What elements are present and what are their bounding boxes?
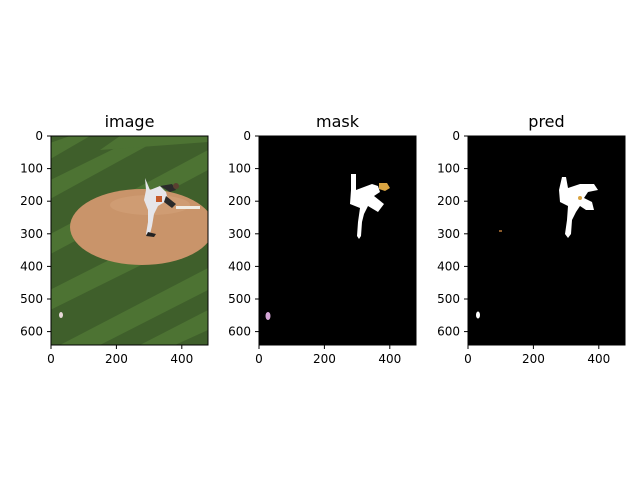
y-tick-label: 500	[437, 292, 460, 306]
pred-person	[559, 177, 598, 238]
y-tick-label: 500	[228, 292, 251, 306]
panel-title: image	[105, 112, 155, 131]
x-tick-label: 200	[522, 352, 545, 366]
x-axis: 0 200 400	[47, 345, 193, 366]
y-tick-label: 200	[20, 194, 43, 208]
x-axis: 0 200 400	[255, 345, 401, 366]
y-tick-label: 300	[228, 227, 251, 241]
y-axis: 0 100 200 300 400 500 600	[228, 129, 259, 339]
y-tick-label: 400	[20, 259, 43, 273]
y-tick-label: 100	[20, 162, 43, 176]
y-tick-label: 300	[437, 227, 460, 241]
y-tick-label: 600	[437, 325, 460, 339]
panel-mask: mask 0 100 200 300 400 500 600	[228, 112, 417, 366]
panel-image: image	[20, 112, 209, 366]
x-tick-label: 0	[464, 352, 472, 366]
x-tick-label: 0	[255, 352, 263, 366]
y-axis: 0 100 200 300 400 500 600	[437, 129, 468, 339]
y-tick-label: 400	[437, 259, 460, 273]
mask-glove	[379, 183, 390, 191]
y-tick-label: 100	[228, 162, 251, 176]
pred-glove-fragment	[578, 196, 582, 200]
panel-pred: pred 0 100 200 300 400 500 600	[437, 112, 626, 366]
x-tick-label: 400	[587, 352, 610, 366]
pred-noise-blob	[499, 230, 502, 232]
pred-background	[468, 136, 625, 345]
photo	[51, 136, 208, 345]
x-tick-label: 0	[47, 352, 55, 366]
y-tick-label: 200	[228, 194, 251, 208]
mask-background	[259, 136, 416, 345]
x-tick-label: 400	[378, 352, 401, 366]
baseball	[59, 312, 63, 318]
panel-title: mask	[316, 112, 360, 131]
mask-person	[350, 174, 384, 239]
y-tick-label: 0	[35, 129, 43, 143]
y-tick-label: 0	[243, 129, 251, 143]
y-tick-label: 100	[437, 162, 460, 176]
pitcher	[144, 178, 179, 237]
y-axis: 0 100 200 300 400 500 600	[20, 129, 51, 339]
y-tick-label: 300	[20, 227, 43, 241]
y-tick-label: 200	[437, 194, 460, 208]
y-tick-label: 0	[452, 129, 460, 143]
y-tick-label: 400	[228, 259, 251, 273]
panel-title: pred	[528, 112, 564, 131]
x-tick-label: 200	[105, 352, 128, 366]
x-axis: 0 200 400	[464, 345, 610, 366]
x-tick-label: 400	[170, 352, 193, 366]
y-tick-label: 500	[20, 292, 43, 306]
mask-ball	[265, 312, 271, 320]
pred-ball	[476, 311, 480, 319]
y-tick-label: 600	[228, 325, 251, 339]
y-tick-label: 600	[20, 325, 43, 339]
x-tick-label: 200	[313, 352, 336, 366]
